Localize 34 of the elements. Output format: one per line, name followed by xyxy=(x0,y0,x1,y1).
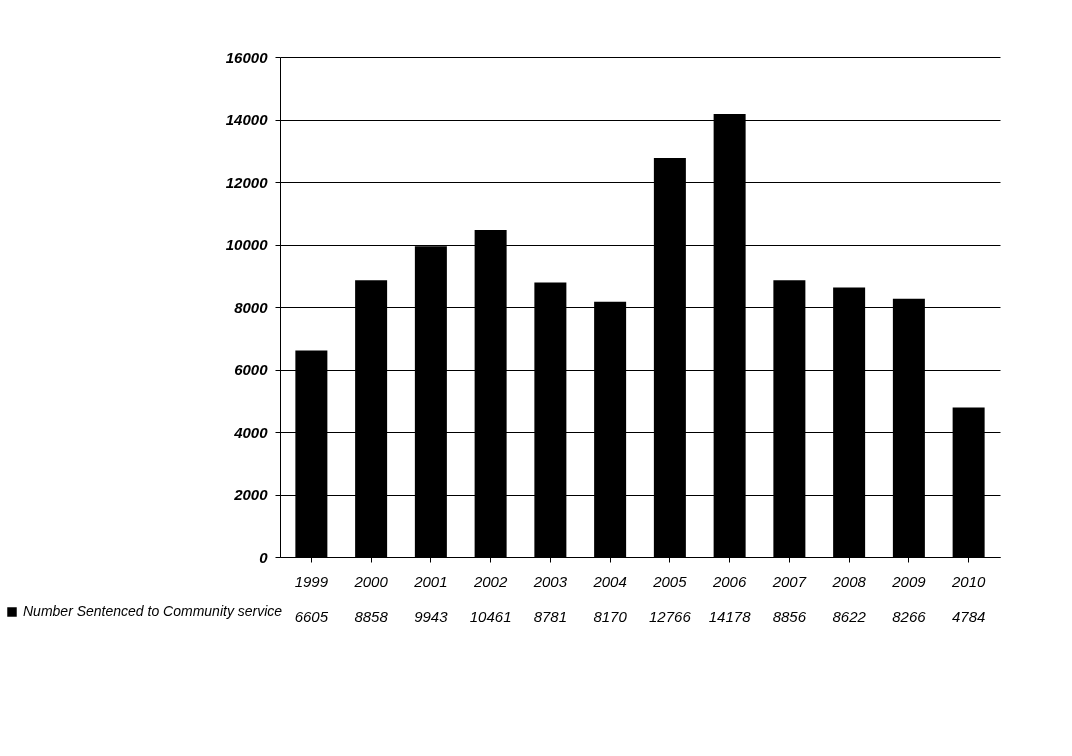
text: 6605 xyxy=(294,608,329,625)
x-tick-label: 2004 xyxy=(592,572,627,590)
x-tick-label: 2005 xyxy=(652,572,688,590)
y-tick-label: 14000 xyxy=(225,111,269,128)
text: 8170 xyxy=(593,608,627,625)
text: 9943 xyxy=(414,608,448,625)
y-tick-label: 10000 xyxy=(225,236,269,253)
text: 10461 xyxy=(469,608,512,625)
legend-label: Number Sentenced to Community service xyxy=(23,603,283,619)
y-tick-label: 0 xyxy=(259,548,269,566)
x-tick-label: 2002 xyxy=(472,572,508,590)
y-tick-label: 2000 xyxy=(233,486,269,503)
text: 8781 xyxy=(533,608,568,625)
x-tick-label: 2003 xyxy=(532,572,568,590)
x-tick-label: 2008 xyxy=(831,572,867,590)
x-tick-label: 2010 xyxy=(950,572,986,590)
x-tick-label: 2000 xyxy=(353,572,389,590)
text: 14178 xyxy=(708,608,751,625)
text: 8266 xyxy=(892,608,926,625)
text: 8858 xyxy=(354,608,388,625)
text: 8622 xyxy=(832,608,866,625)
text: 12766 xyxy=(649,608,691,625)
y-tick-label: 6000 xyxy=(234,361,269,378)
x-tick-label: 2007 xyxy=(771,572,807,590)
y-tick-label: 8000 xyxy=(234,298,269,316)
x-tick-label: 2001 xyxy=(413,572,448,590)
y-tick-label: 4000 xyxy=(233,423,269,441)
text: 4784 xyxy=(951,608,986,625)
y-tick-label: 12000 xyxy=(225,173,269,191)
x-tick-label: 2006 xyxy=(711,572,747,590)
x-tick-label: 2009 xyxy=(891,572,927,590)
text: 8856 xyxy=(772,608,807,625)
y-tick-label: 16000 xyxy=(225,48,269,66)
x-tick-label: 1999 xyxy=(294,572,329,590)
